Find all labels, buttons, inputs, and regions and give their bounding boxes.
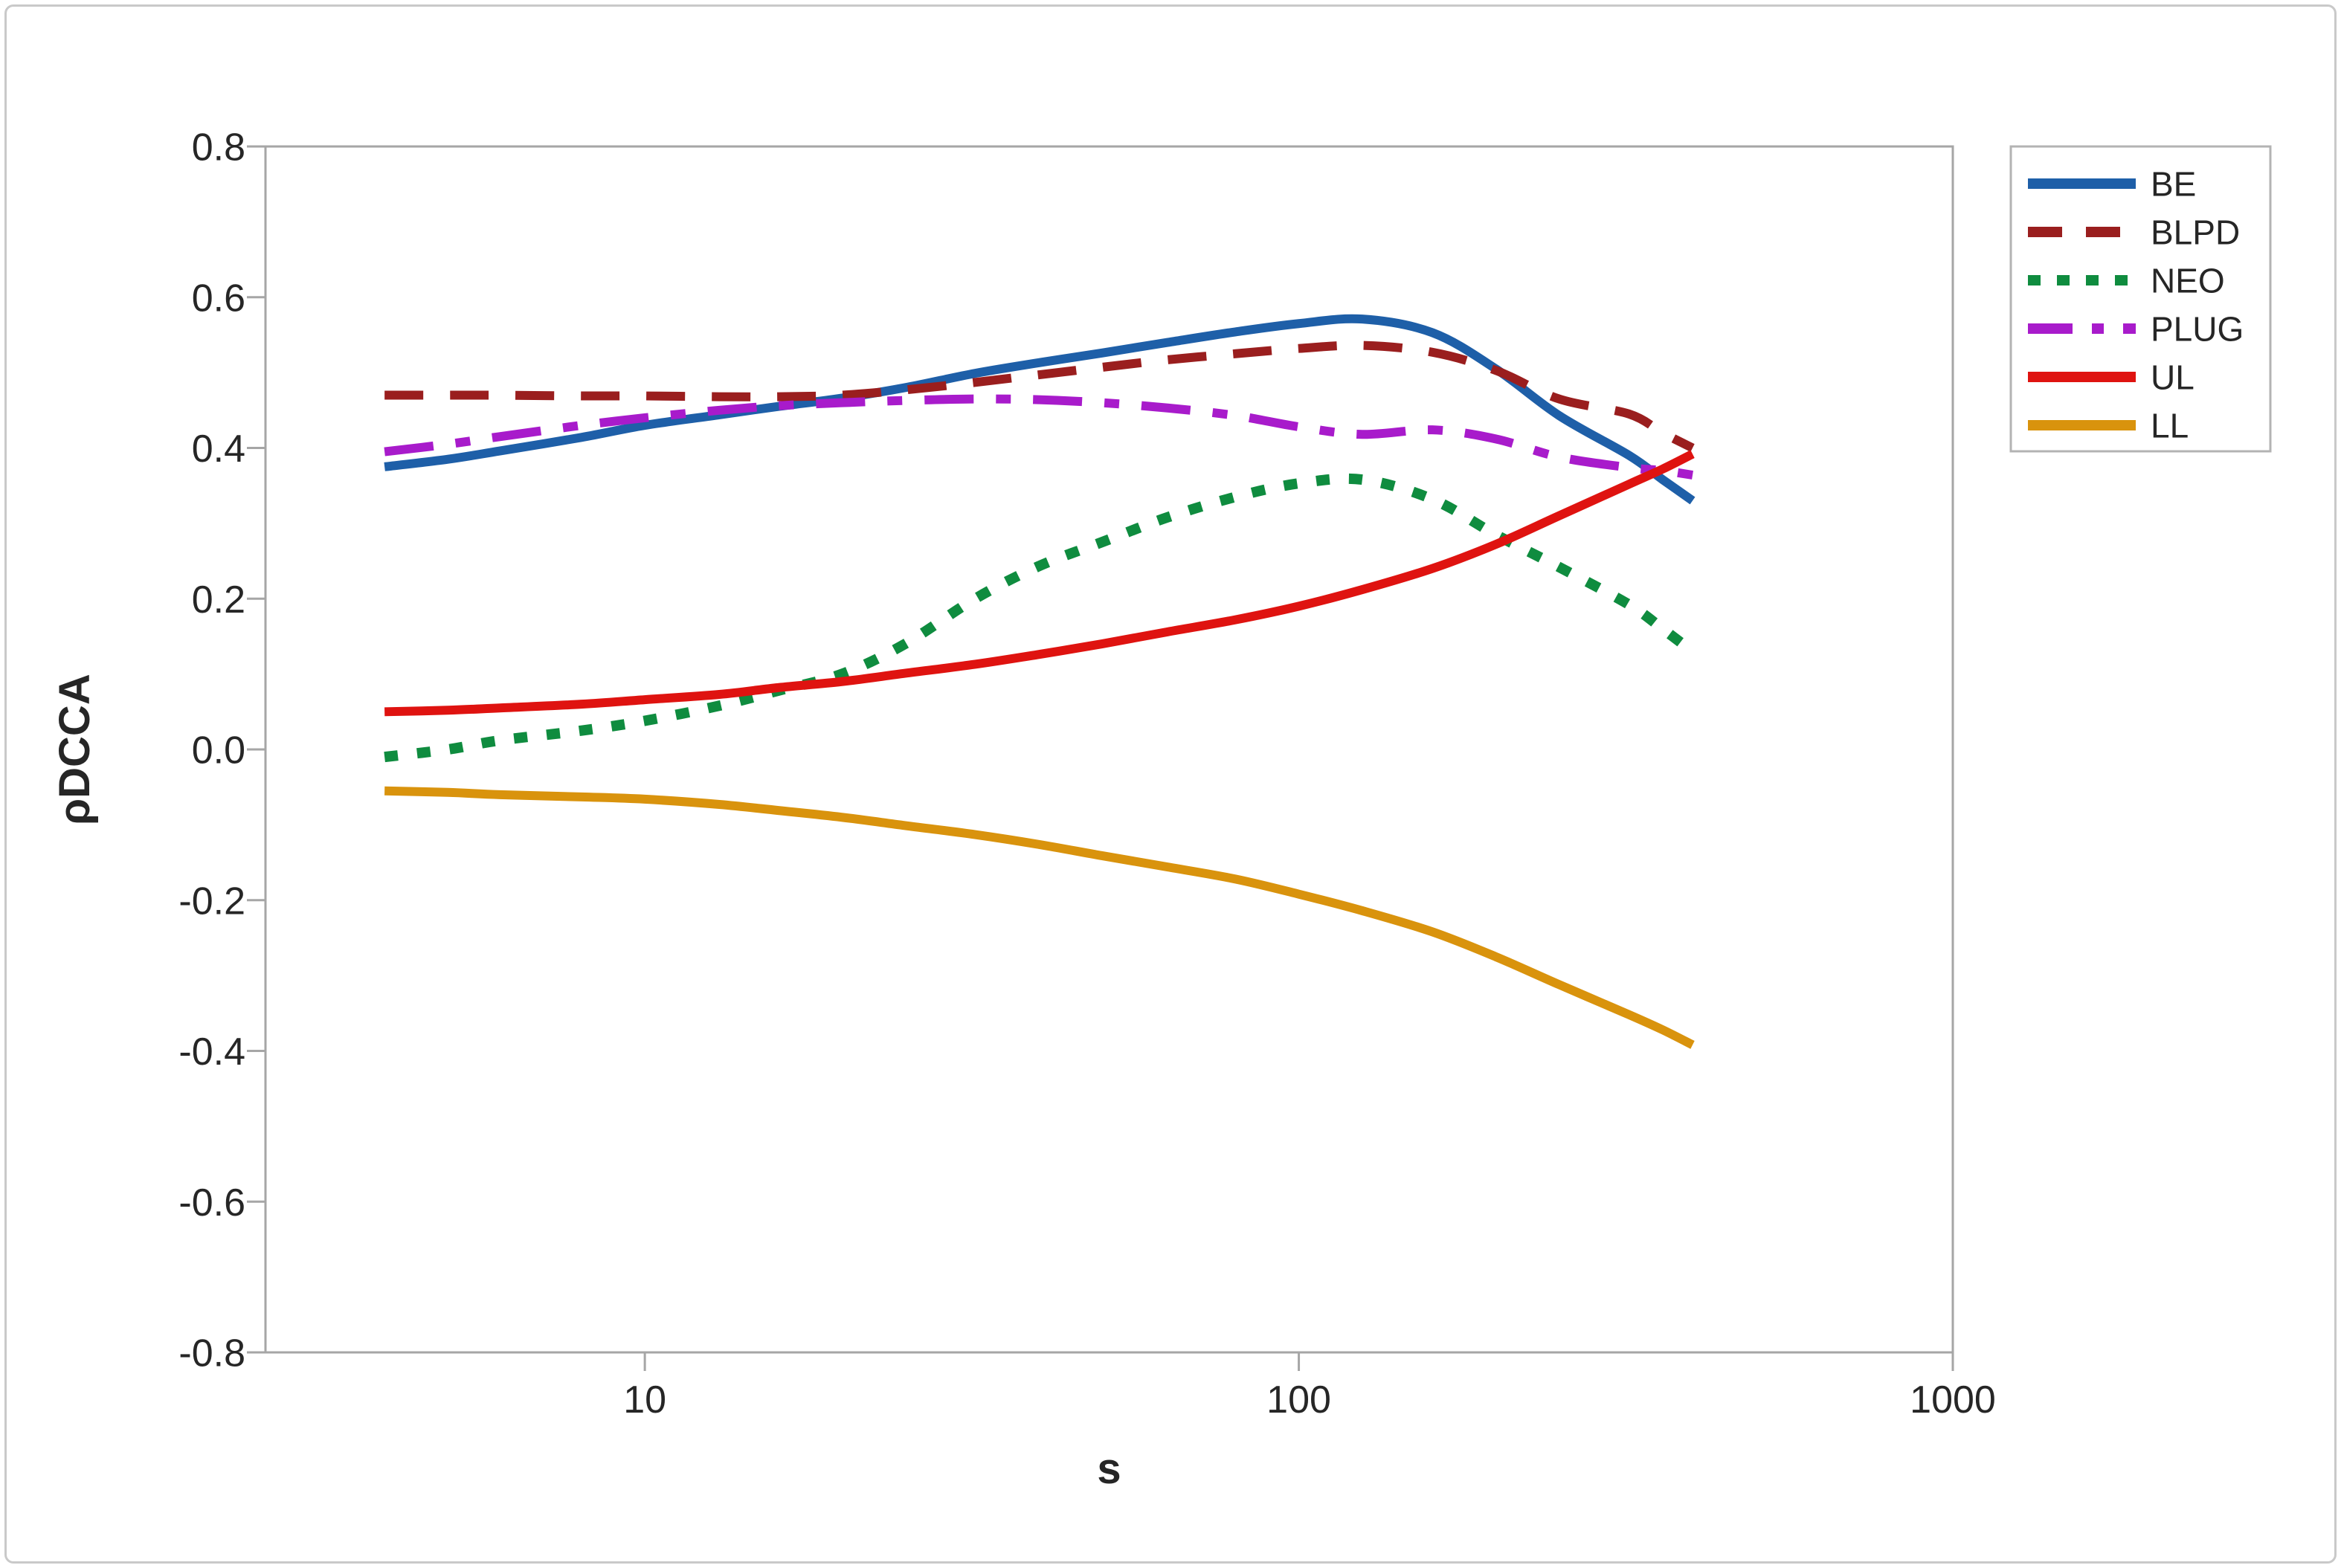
x-tick-label: 10	[623, 1378, 666, 1422]
y-tick-label: 0.6	[192, 277, 245, 320]
series-line-UL	[384, 450, 1695, 717]
y-tick-label: -0.6	[178, 1181, 245, 1225]
legend-label-BLPD: BLPD	[2151, 213, 2240, 252]
series-line-PLUG	[384, 394, 1693, 480]
x-tick-label: 1000	[1910, 1378, 1996, 1422]
legend-label-NEO: NEO	[2151, 262, 2225, 300]
y-tick-label: 0.4	[192, 428, 245, 471]
y-tick-label: 0.8	[192, 126, 245, 170]
plot-frame	[264, 145, 1954, 1354]
x-axis-title: s	[1097, 1445, 1121, 1493]
y-tick-label: 0.2	[192, 578, 245, 622]
x-tick-label: 100	[1266, 1378, 1331, 1422]
legend-label-BE: BE	[2151, 165, 2196, 204]
series-line-BLPD	[384, 341, 1695, 452]
legend-label-UL: UL	[2151, 358, 2195, 397]
series-line-BE	[384, 314, 1696, 505]
legend-label-LL: LL	[2151, 407, 2189, 445]
y-tick-label: 0.0	[192, 729, 245, 772]
y-tick-label: -0.8	[178, 1332, 245, 1375]
series-line-LL	[384, 786, 1695, 1049]
legend-label-PLUG: PLUG	[2151, 310, 2244, 349]
legend-box	[2009, 145, 2272, 453]
y-tick-label: -0.2	[178, 880, 245, 923]
series-line-NEO	[384, 473, 1696, 763]
y-axis-title: ρDCCA	[51, 674, 99, 825]
y-tick-label: -0.4	[178, 1030, 245, 1074]
